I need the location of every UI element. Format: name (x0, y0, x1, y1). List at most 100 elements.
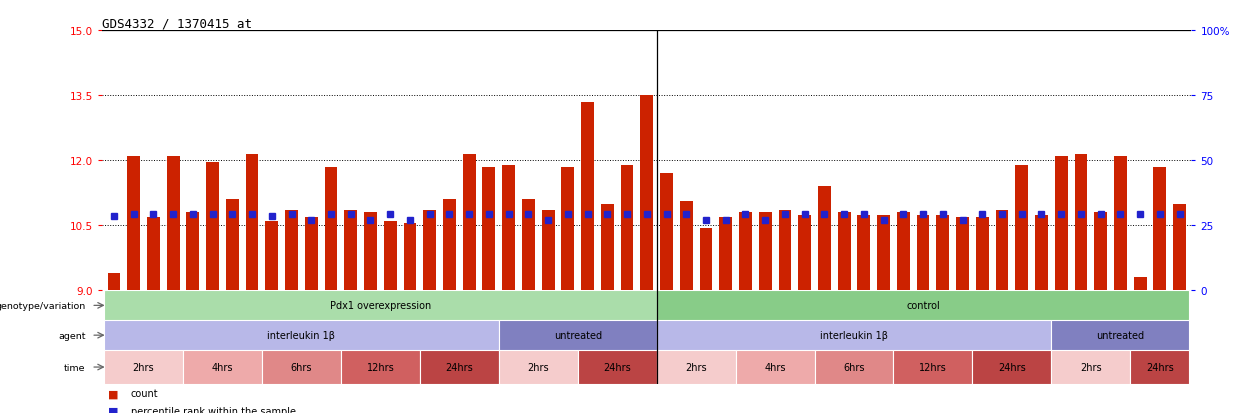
Bar (976, 217, 989, 291)
Bar (522, 200, 535, 291)
Bar (542, 211, 554, 291)
Bar (443, 200, 456, 291)
Bar (127, 157, 141, 291)
Text: 2hrs: 2hrs (528, 362, 549, 372)
Bar (936, 215, 949, 291)
Text: 2hrs: 2hrs (1079, 362, 1102, 372)
Bar (736, 350, 814, 384)
Text: 12hrs: 12hrs (366, 362, 395, 372)
Bar (345, 211, 357, 291)
Text: ■: ■ (108, 388, 118, 398)
Bar (420, 350, 499, 384)
Text: 6hrs: 6hrs (843, 362, 865, 372)
Bar (561, 167, 574, 291)
Bar (105, 350, 183, 384)
Bar (483, 167, 496, 291)
Bar (656, 320, 1051, 350)
Text: interleukin 1β: interleukin 1β (268, 330, 335, 340)
Text: 24hrs: 24hrs (998, 362, 1026, 372)
Bar (601, 204, 614, 291)
Bar (916, 215, 930, 291)
Bar (1173, 204, 1186, 291)
Bar (956, 217, 969, 291)
Bar (656, 291, 1189, 320)
Bar (502, 165, 515, 291)
Bar (1051, 320, 1189, 350)
Bar (499, 320, 656, 350)
Bar (1035, 215, 1048, 291)
Bar (325, 167, 337, 291)
Bar (838, 213, 850, 291)
Text: 4hrs: 4hrs (212, 362, 233, 372)
Bar (814, 350, 894, 384)
Text: 24hrs: 24hrs (1145, 362, 1174, 372)
Bar (261, 350, 341, 384)
Bar (878, 215, 890, 291)
Bar (581, 102, 594, 291)
Text: 24hrs: 24hrs (604, 362, 631, 372)
Text: GDS4332 / 1370415_at: GDS4332 / 1370415_at (102, 17, 251, 30)
Text: untreated: untreated (554, 330, 601, 340)
Text: percentile rank within the sample: percentile rank within the sample (131, 406, 296, 413)
Text: 24hrs: 24hrs (446, 362, 473, 372)
Text: 2hrs: 2hrs (685, 362, 707, 372)
Bar (183, 350, 261, 384)
Bar (265, 221, 278, 291)
Text: Pdx1 overexpression: Pdx1 overexpression (330, 301, 431, 311)
Bar (578, 350, 656, 384)
Text: untreated: untreated (1097, 330, 1144, 340)
Bar (894, 350, 972, 384)
Bar (1055, 157, 1068, 291)
Text: ■: ■ (108, 406, 118, 413)
Bar (107, 273, 121, 291)
Bar (758, 213, 772, 291)
Bar (1016, 165, 1028, 291)
Bar (896, 213, 910, 291)
Bar (1094, 213, 1107, 291)
Bar (463, 154, 476, 291)
Bar (1130, 350, 1189, 384)
Text: genotype/variation: genotype/variation (0, 301, 86, 310)
Bar (403, 224, 416, 291)
Bar (720, 217, 732, 291)
Bar (1134, 278, 1147, 291)
Bar (818, 187, 830, 291)
Bar (383, 221, 397, 291)
Bar (341, 350, 420, 384)
Bar (1153, 167, 1167, 291)
Bar (640, 96, 654, 291)
Bar (1074, 154, 1087, 291)
Text: time: time (65, 363, 86, 372)
Bar (105, 320, 499, 350)
Bar (167, 157, 179, 291)
Text: 4hrs: 4hrs (764, 362, 786, 372)
Text: 12hrs: 12hrs (919, 362, 946, 372)
Bar (187, 213, 199, 291)
Bar (423, 211, 436, 291)
Bar (305, 217, 317, 291)
Bar (285, 211, 298, 291)
Bar (680, 202, 692, 291)
Bar (245, 154, 259, 291)
Bar (656, 350, 736, 384)
Bar (740, 213, 752, 291)
Bar (972, 350, 1051, 384)
Bar (1114, 157, 1127, 291)
Text: interleukin 1β: interleukin 1β (820, 330, 888, 340)
Bar (225, 200, 239, 291)
Bar (700, 228, 712, 291)
Bar (147, 217, 159, 291)
Bar (778, 211, 792, 291)
Bar (499, 350, 578, 384)
Bar (660, 174, 674, 291)
Bar (364, 213, 377, 291)
Bar (996, 211, 1008, 291)
Bar (798, 215, 810, 291)
Bar (620, 165, 634, 291)
Bar (105, 291, 656, 320)
Bar (207, 163, 219, 291)
Text: 6hrs: 6hrs (290, 362, 312, 372)
Text: control: control (906, 301, 940, 311)
Text: agent: agent (59, 331, 86, 340)
Text: count: count (131, 388, 158, 398)
